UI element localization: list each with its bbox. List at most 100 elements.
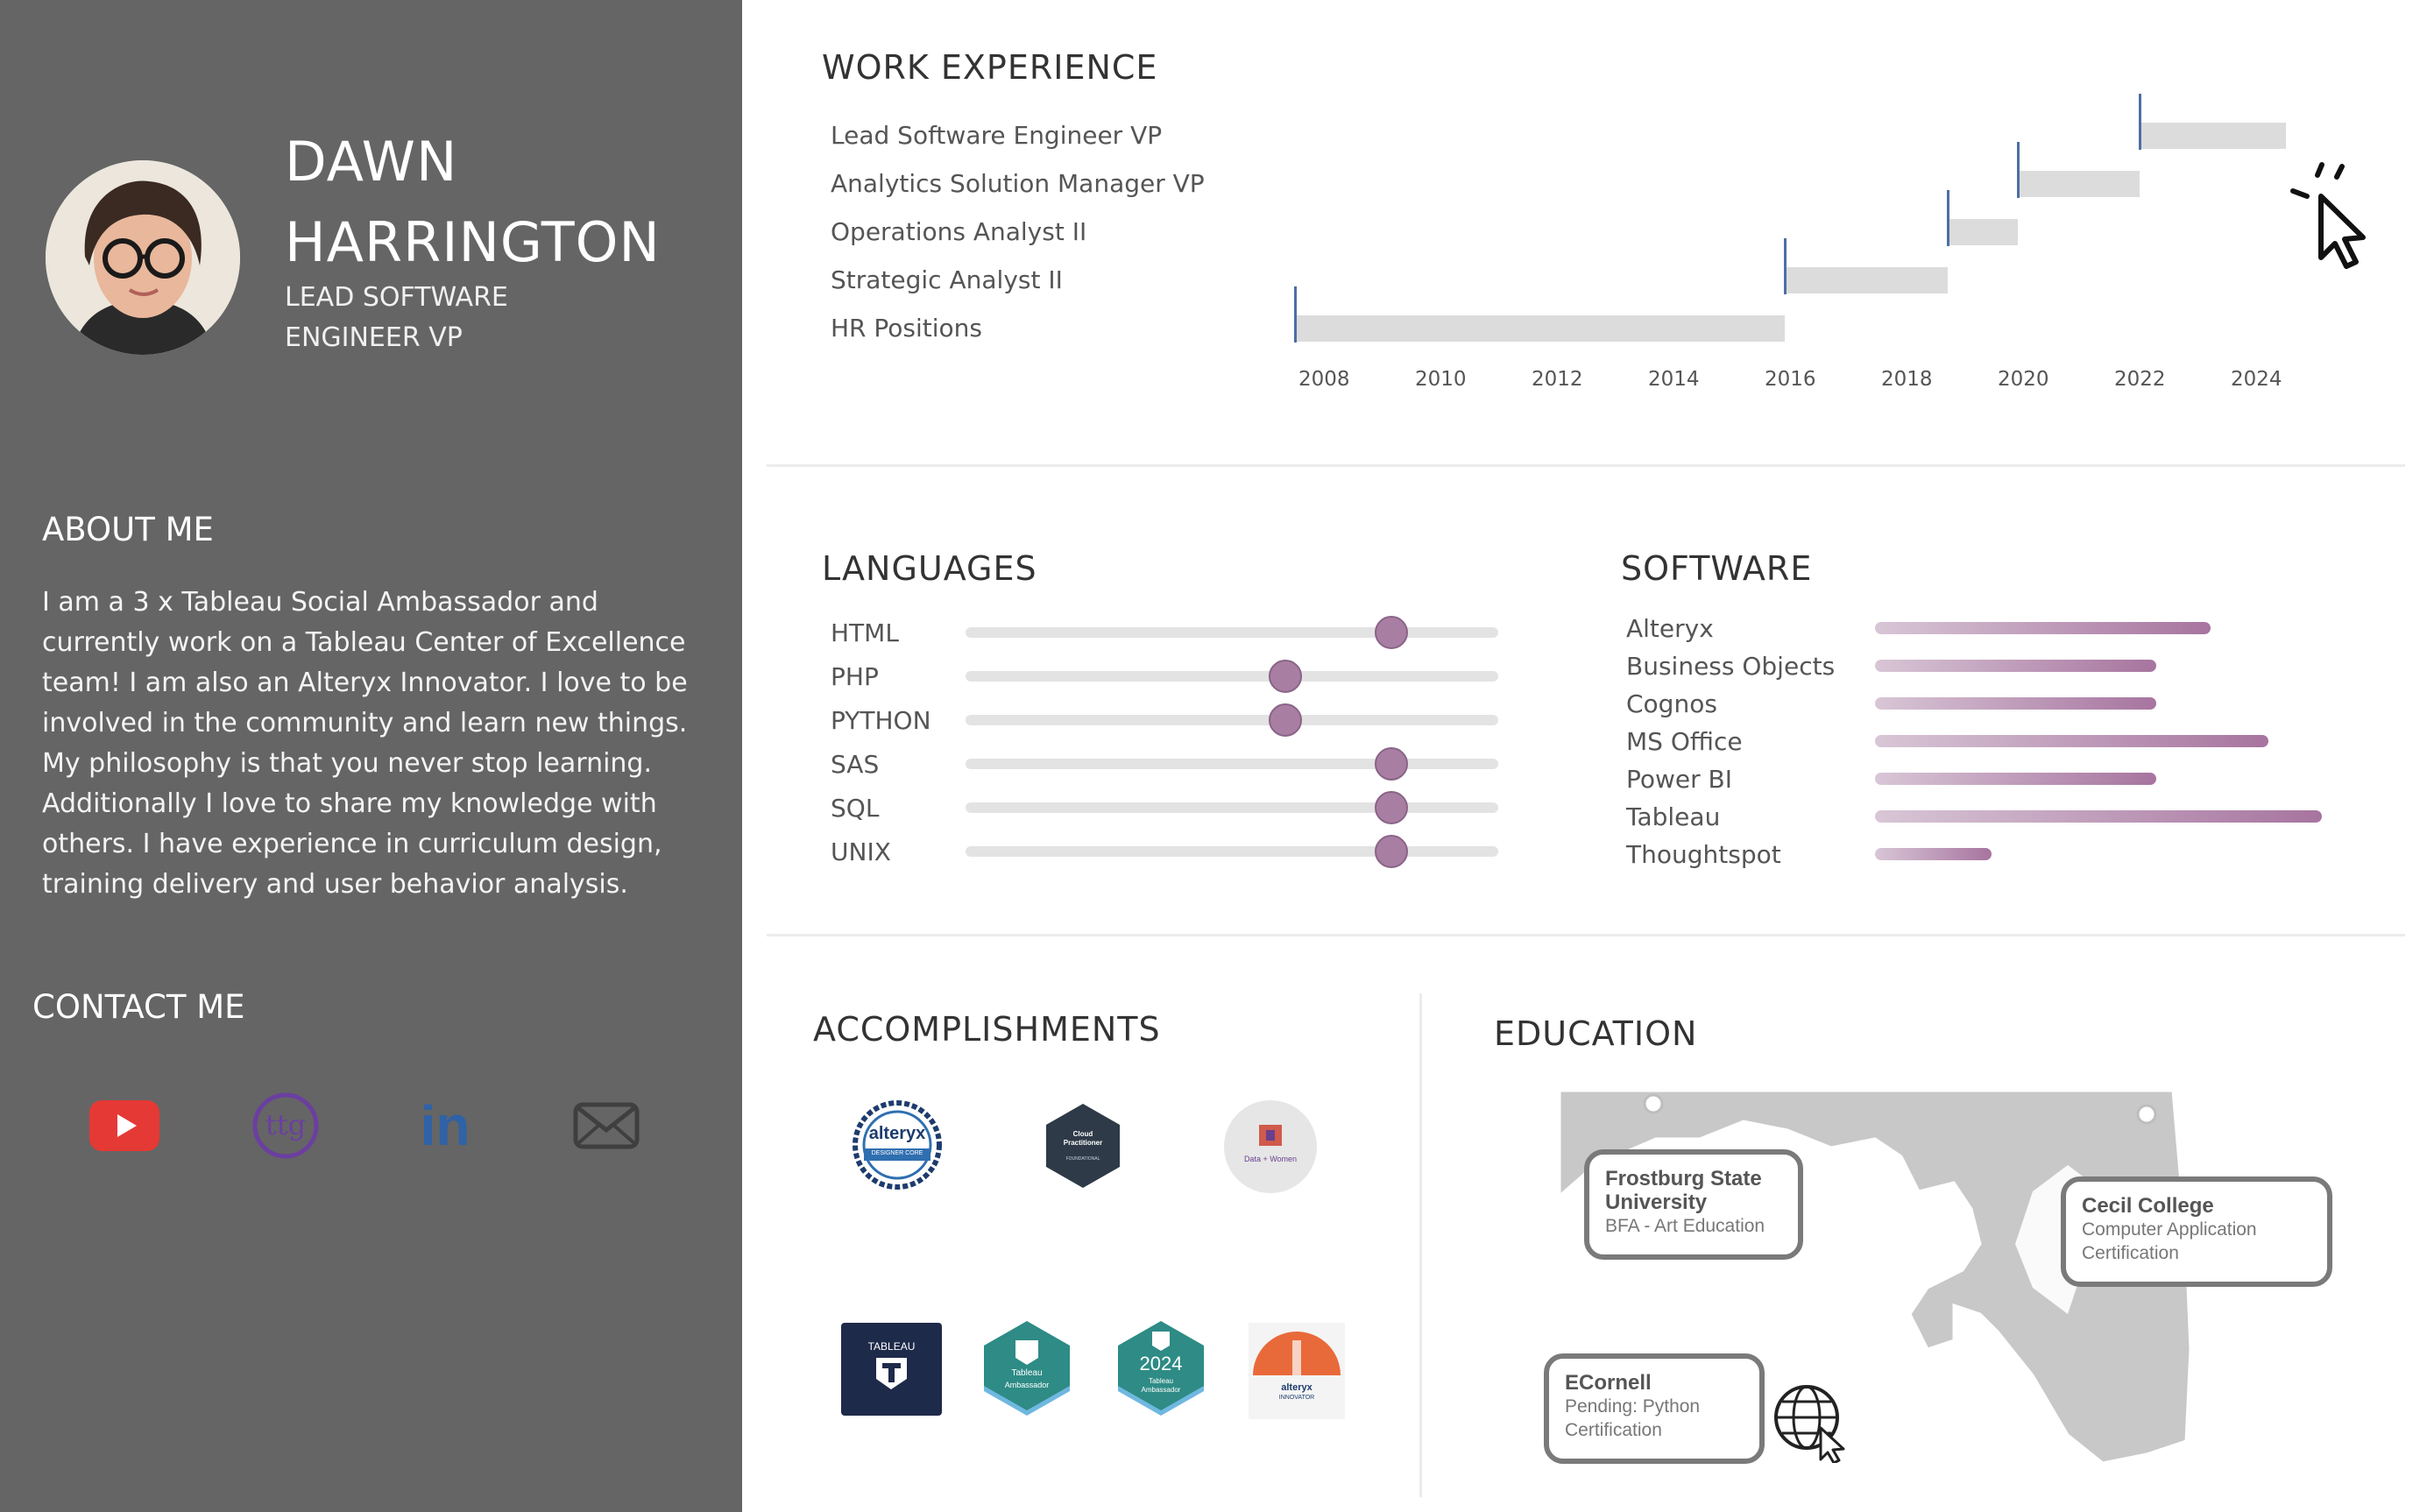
email-icon[interactable]	[571, 1091, 641, 1161]
globe-cursor-icon[interactable]	[1772, 1382, 1852, 1465]
tableau-ambassador-badge[interactable]: Tableau Ambassador	[979, 1321, 1075, 1417]
tableau-certified-badge[interactable]: TABLEAU	[841, 1323, 942, 1416]
language-level-dot	[1375, 616, 1409, 649]
badge-text: alteryx	[1281, 1382, 1313, 1393]
job-start-marker	[1946, 190, 1949, 246]
school-name: ECornell	[1565, 1371, 1652, 1395]
ttg-icon[interactable]: ttg	[251, 1091, 321, 1161]
click-cursor-icon	[2282, 158, 2370, 272]
youtube-icon[interactable]	[89, 1091, 159, 1161]
year-tick: 2018	[1880, 368, 1933, 391]
linkedin-label: in	[420, 1094, 471, 1157]
language-level-dot	[1375, 791, 1409, 824]
job-bar	[1784, 267, 1948, 293]
about-heading: ABOUT ME	[42, 511, 214, 548]
education-heading: EDUCATION	[1494, 1014, 1698, 1053]
languages-heading: LANGUAGES	[822, 549, 1037, 588]
badge-sub: FOUNDATIONAL	[1065, 1156, 1100, 1162]
year-tick: 2008	[1298, 368, 1350, 391]
software-label: Tableau	[1626, 802, 1721, 831]
language-label: PHP	[831, 662, 879, 691]
software-bar	[1875, 697, 2157, 710]
job-label: HR Positions	[831, 314, 983, 343]
language-track	[966, 846, 1498, 857]
job-label: Strategic Analyst II	[831, 265, 1063, 294]
software-label: Power BI	[1626, 765, 1733, 794]
school-name: Cecil College	[2082, 1194, 2214, 1218]
linkedin-icon[interactable]: in	[410, 1091, 480, 1161]
contact-heading: CONTACT ME	[32, 988, 245, 1026]
job-bar	[2017, 171, 2140, 197]
alteryx-innovator-badge[interactable]: alteryx INNOVATOR	[1249, 1323, 1345, 1419]
year-tick: 2010	[1414, 368, 1467, 391]
about-text: I am a 3 x Tableau Social Ambassador and…	[42, 587, 688, 900]
software-label: Thoughtspot	[1626, 840, 1781, 869]
software-label: Cognos	[1626, 689, 1717, 718]
software-bar	[1875, 773, 2157, 785]
school-name: Frostburg State University	[1605, 1167, 1762, 1214]
language-track	[966, 627, 1498, 638]
job-start-marker	[2139, 94, 2142, 150]
job-bar	[1295, 315, 1785, 342]
job-label: Analytics Solution Manager VP	[831, 169, 1205, 198]
work-heading: WORK EXPERIENCE	[822, 48, 1158, 87]
year-tick: 2020	[1997, 368, 2049, 391]
job-start-marker	[2016, 142, 2020, 198]
job-title-line1: LEAD SOFTWARE	[285, 282, 508, 313]
school-detail: Pending: Python Certification	[1565, 1396, 1701, 1440]
job-start-marker	[1783, 238, 1787, 294]
cloud-practitioner-badge[interactable]: Cloud Practitioner FOUNDATIONAL	[1043, 1102, 1123, 1190]
language-label: HTML	[831, 618, 899, 647]
avatar	[46, 160, 240, 355]
language-track	[966, 759, 1498, 769]
badge-text: alteryx	[868, 1124, 926, 1143]
job-start-marker	[1294, 286, 1297, 343]
year-tick: 2016	[1764, 368, 1816, 391]
software-label: MS Office	[1626, 727, 1743, 756]
divider	[1419, 993, 1422, 1497]
job-title-line2: ENGINEER VP	[285, 322, 463, 353]
language-track	[966, 715, 1498, 725]
language-track	[966, 671, 1498, 682]
badge-sub: Tableau Ambassador	[1141, 1377, 1181, 1394]
language-level-dot	[1375, 835, 1409, 868]
badge-text: Cloud Practitioner	[1063, 1130, 1103, 1147]
language-level-dot	[1268, 703, 1302, 737]
badge-text: Tableau	[1011, 1368, 1043, 1378]
school-detail: Computer Application Certification	[2082, 1219, 2257, 1263]
data-plus-women-badge[interactable]: Data + Women	[1222, 1099, 1319, 1195]
year-tick: 2024	[2230, 368, 2282, 391]
language-label: SQL	[831, 794, 880, 823]
alteryx-designer-core-badge[interactable]: alteryx DESIGNER CORE	[852, 1099, 943, 1191]
first-name: DAWN	[285, 130, 458, 194]
language-label: UNIX	[831, 837, 891, 866]
school-cecil[interactable]: Cecil College Computer Application Certi…	[2061, 1176, 2332, 1287]
badge-sub: DESIGNER CORE	[871, 1150, 923, 1156]
software-bar	[1875, 735, 2268, 747]
language-label: SAS	[831, 750, 880, 779]
tableau-ambassador-2024-badge[interactable]: 2024 Tableau Ambassador	[1113, 1321, 1209, 1417]
software-label: Alteryx	[1626, 614, 1714, 643]
badge-sub: Ambassador	[1004, 1381, 1050, 1389]
school-frostburg[interactable]: Frostburg State University BFA - Art Edu…	[1584, 1149, 1803, 1260]
year-tick: 2022	[2113, 368, 2166, 391]
job-bar	[2140, 123, 2286, 149]
job-label: Lead Software Engineer VP	[831, 121, 1163, 150]
last-name: HARRINGTON	[285, 210, 661, 274]
school-ecornell[interactable]: ECornell Pending: Python Certification	[1544, 1353, 1765, 1464]
language-level-dot	[1375, 747, 1409, 781]
language-level-dot	[1268, 660, 1302, 693]
year-tick: 2014	[1647, 368, 1700, 391]
software-bar	[1875, 660, 2157, 672]
badge-text: 2024	[1139, 1353, 1183, 1374]
software-label: Business Objects	[1626, 652, 1836, 681]
software-bar	[1875, 848, 1992, 860]
language-label: PYTHON	[831, 706, 931, 735]
ttg-label: ttg	[265, 1108, 307, 1141]
software-bar	[1875, 622, 2211, 634]
badge-text: Data + Women	[1243, 1155, 1298, 1163]
year-tick: 2012	[1531, 368, 1583, 391]
profile-panel: DAWN HARRINGTON LEAD SOFTWARE ENGINEER V…	[0, 0, 742, 1512]
software-heading: SOFTWARE	[1621, 549, 1813, 588]
software-bar	[1875, 810, 2322, 823]
